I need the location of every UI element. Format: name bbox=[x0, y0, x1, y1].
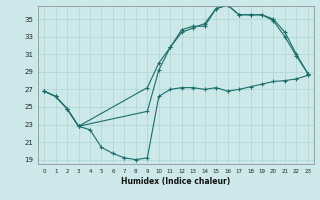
X-axis label: Humidex (Indice chaleur): Humidex (Indice chaleur) bbox=[121, 177, 231, 186]
